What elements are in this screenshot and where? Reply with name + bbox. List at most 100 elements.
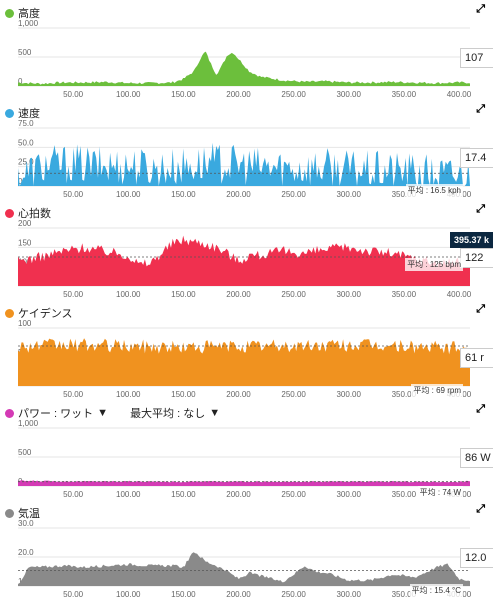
y-tick-label: 30.0	[18, 519, 34, 528]
chart-panel-temp: 気温⤢30.020.010.050.00100.00150.00200.0025…	[0, 500, 493, 600]
expand-icon[interactable]: ⤢	[476, 3, 485, 15]
x-tick-label: 150.00	[171, 590, 196, 599]
chart-temp[interactable]: 30.020.010.050.00100.00150.00200.00250.0…	[0, 518, 493, 600]
panel-title-label: 心拍数	[18, 208, 51, 220]
x-tick-label: 100.00	[116, 90, 141, 99]
panel-title-label: 気温	[18, 508, 40, 520]
series-area	[18, 480, 470, 486]
panel-title-label: 高度	[18, 8, 40, 20]
x-tick-label: 300.00	[336, 490, 361, 499]
expand-icon[interactable]: ⤢	[476, 503, 485, 515]
panel-title: 心拍数	[5, 205, 51, 221]
cursor-distance-badge: 395.37 k	[449, 232, 493, 248]
chart-speed[interactable]: 75.050.025.00.050.00100.00150.00200.0025…	[0, 118, 493, 200]
x-tick-label: 250.00	[281, 290, 306, 299]
average-label: 平均 : 69 rpm	[411, 384, 463, 397]
series-area	[18, 51, 470, 86]
x-tick-label: 400.00	[447, 90, 472, 99]
y-tick-label: 75.0	[18, 119, 34, 128]
expand-icon[interactable]: ⤢	[476, 203, 485, 215]
x-tick-label: 350.00	[392, 490, 417, 499]
series-color-dot	[5, 208, 14, 218]
y-tick-label: 25.0	[18, 158, 34, 167]
x-tick-label: 200.00	[226, 90, 251, 99]
expand-icon[interactable]: ⤢	[476, 103, 485, 115]
current-value-readout: 107	[460, 48, 493, 68]
x-tick-label: 150.00	[171, 390, 196, 399]
current-value-readout: 17.4	[460, 148, 493, 168]
current-value-readout: 122	[460, 248, 493, 268]
x-tick-label: 300.00	[336, 590, 361, 599]
x-tick-label: 250.00	[281, 190, 306, 199]
x-tick-label: 300.00	[336, 190, 361, 199]
x-tick-label: 350.00	[392, 290, 417, 299]
panel-title: パワー : ワット ▼ 最大平均 : なし ▼	[5, 405, 220, 421]
x-tick-label: 100.00	[116, 290, 141, 299]
y-tick-label: 1,000	[18, 419, 39, 428]
series-color-dot	[5, 8, 14, 18]
x-tick-label: 50.00	[63, 590, 84, 599]
x-tick-label: 350.00	[392, 90, 417, 99]
x-tick-label: 100.00	[116, 390, 141, 399]
panel-title-label[interactable]: パワー : ワット	[18, 408, 94, 420]
chart-altitude[interactable]: 1,000 500 0 50.00 100.00 150.00 200.00 250.00 30…	[0, 18, 493, 100]
y-tick-label: 200	[18, 219, 32, 228]
series-area	[18, 552, 470, 586]
x-tick-label: 200.00	[226, 390, 251, 399]
x-tick-label: 50.00	[63, 90, 84, 99]
x-tick-label: 200.00	[226, 590, 251, 599]
y-tick-label: 500	[18, 48, 32, 57]
x-tick-label: 250.00	[281, 390, 306, 399]
x-tick-label: 100.00	[116, 190, 141, 199]
chart-panel-cadence: ケイデンス⤢10050050.00100.00150.00200.00250.0…	[0, 300, 493, 400]
y-tick-label: 150	[18, 238, 32, 247]
current-value-readout: 61 r	[460, 348, 493, 368]
series-area	[18, 338, 470, 386]
average-label: 平均 : 15.4 °C	[409, 584, 463, 597]
chart-cadence[interactable]: 10050050.00100.00150.00200.00250.00300.0…	[0, 318, 493, 400]
panel-title: 気温	[5, 505, 40, 521]
panel-title-label: ケイデンス	[18, 308, 73, 320]
panel-title-label: 速度	[18, 108, 40, 120]
max-average-selector[interactable]: 最大平均 : なし	[130, 408, 206, 420]
y-tick-label: 1,000	[18, 19, 39, 28]
dropdown-arrow-icon[interactable]: ▼	[97, 407, 109, 419]
x-tick-label: 350.00	[392, 590, 417, 599]
x-tick-label: 250.00	[281, 490, 306, 499]
x-tick-label: 200.00	[226, 190, 251, 199]
dropdown-arrow-icon[interactable]: ▼	[209, 407, 221, 419]
chart-panel-altitude: 高度 ⤢ 1,000 500 0 50.00 100.00 150.00 200.00 250.0…	[0, 0, 493, 100]
x-tick-label: 50.00	[63, 190, 84, 199]
x-tick-label: 50.00	[63, 490, 84, 499]
current-value-readout: 86 W	[460, 448, 493, 468]
x-tick-label: 100.00	[116, 490, 141, 499]
panel-title: ケイデンス	[5, 305, 73, 321]
expand-icon[interactable]: ⤢	[476, 403, 485, 415]
panel-title: 速度	[5, 105, 40, 121]
series-color-dot	[5, 408, 14, 418]
series-area	[18, 235, 470, 286]
x-tick-label: 150.00	[171, 490, 196, 499]
y-tick-label: 0	[18, 77, 23, 86]
series-color-dot	[5, 508, 14, 518]
average-label: 平均 : 74 W	[417, 486, 463, 499]
expand-icon[interactable]: ⤢	[476, 303, 485, 315]
chart-panel-power: パワー : ワット▼最大平均 : なし▼⤢1,000500050.00100.0…	[0, 400, 493, 500]
y-tick-label: 100	[18, 319, 32, 328]
x-tick-label: 150.00	[171, 90, 196, 99]
chart-heart[interactable]: 2001501005050.00100.00150.00200.00250.00…	[0, 218, 493, 300]
series-color-dot	[5, 308, 14, 318]
x-tick-label: 250.00	[281, 590, 306, 599]
x-tick-label: 300.00	[336, 90, 361, 99]
series-area	[18, 142, 470, 186]
chart-panel-speed: 速度⤢75.050.025.00.050.00100.00150.00200.0…	[0, 100, 493, 200]
y-tick-label: 20.0	[18, 548, 34, 557]
average-label: 平均 : 125 bpm	[405, 258, 463, 271]
x-tick-label: 150.00	[171, 190, 196, 199]
chart-panel-heart: 心拍数⤢2001501005050.00100.00150.00200.0025…	[0, 200, 493, 300]
average-label: 平均 : 16.5 kph	[405, 184, 463, 197]
y-tick-label: 500	[18, 448, 32, 457]
series-color-dot	[5, 108, 14, 118]
panel-title: 高度	[5, 5, 40, 21]
y-tick-label: 50.0	[18, 138, 34, 147]
